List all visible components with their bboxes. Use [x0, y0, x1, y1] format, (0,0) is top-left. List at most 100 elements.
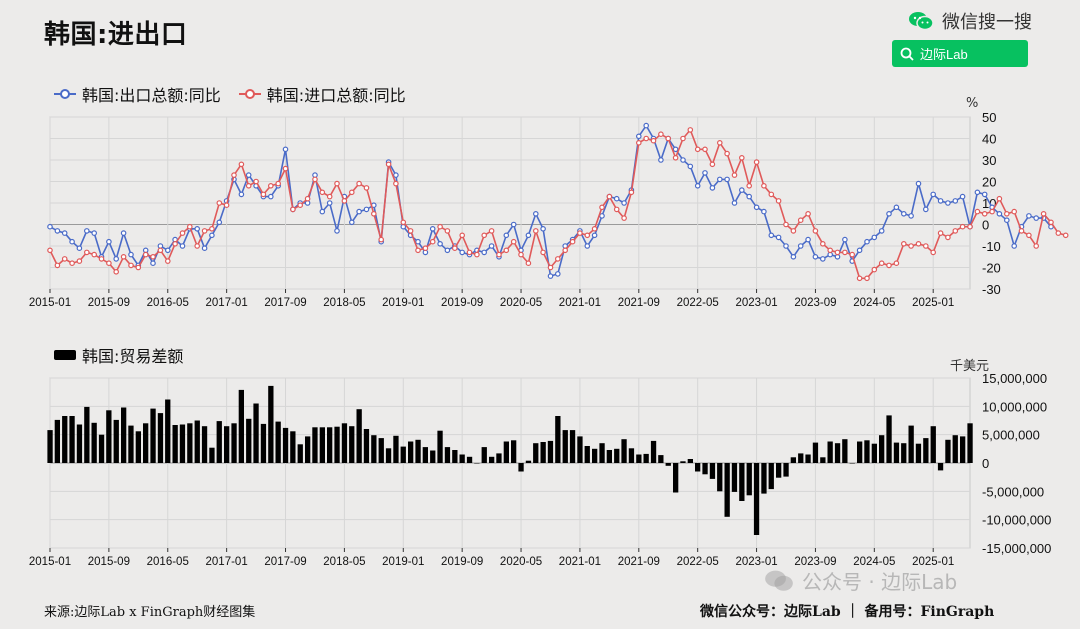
- bar-trade-balance: [952, 435, 958, 463]
- bar-trade-balance: [592, 448, 598, 463]
- point-export: [334, 228, 340, 234]
- bar-trade-balance: [165, 399, 171, 463]
- point-import: [216, 200, 223, 206]
- line-y-tick-label: -20: [982, 261, 1001, 276]
- point-import: [1026, 232, 1032, 239]
- point-import: [937, 230, 944, 236]
- point-export: [209, 232, 215, 239]
- bar-trade-balance: [437, 430, 443, 463]
- point-import: [930, 249, 937, 256]
- point-export: [106, 238, 112, 245]
- bar-trade-balance: [569, 430, 576, 463]
- point-import: [238, 161, 245, 168]
- legend-label-export: 韩国:出口总额:同比: [82, 86, 221, 105]
- point-import: [554, 256, 561, 262]
- bar-trade-balance: [628, 448, 635, 463]
- bar-trade-balance: [937, 463, 944, 471]
- point-import: [783, 221, 789, 228]
- bar-trade-balance: [606, 450, 612, 463]
- point-import: [731, 172, 738, 178]
- point-import: [945, 234, 951, 241]
- bar-trade-balance: [84, 406, 90, 463]
- point-import: [878, 260, 885, 267]
- bar-trade-balance: [584, 446, 590, 463]
- bar-trade-balance: [481, 447, 487, 463]
- bar-trade-balance: [923, 438, 929, 463]
- bar-x-tick-label: 2018-05: [323, 556, 365, 568]
- point-import: [694, 146, 701, 153]
- line-y-tick-label: 40: [982, 132, 996, 147]
- point-import: [635, 140, 642, 146]
- point-import: [834, 249, 841, 256]
- point-import: [393, 180, 399, 187]
- point-import: [797, 217, 804, 224]
- bar-trade-balance: [746, 463, 752, 496]
- bar-trade-balance: [731, 463, 738, 492]
- point-import: [577, 230, 583, 236]
- point-import: [459, 232, 466, 239]
- point-export: [525, 232, 532, 239]
- point-import: [864, 275, 870, 282]
- point-export: [687, 163, 694, 170]
- point-import: [98, 256, 105, 262]
- line-y-tick-label: 50: [982, 110, 996, 125]
- line-x-tick-label: 2023-01: [735, 297, 777, 309]
- point-export: [702, 170, 708, 176]
- point-export: [635, 133, 642, 140]
- wechat-search-button[interactable]: 边际Lab: [892, 40, 1028, 67]
- point-import: [761, 183, 767, 189]
- point-import: [378, 236, 385, 243]
- line-x-tick-label: 2015-09: [88, 297, 130, 309]
- line-x-tick-label: 2020-05: [500, 297, 542, 309]
- bar-trade-balance: [599, 443, 605, 463]
- point-export: [69, 238, 75, 245]
- point-import: [1048, 219, 1054, 226]
- point-import: [1062, 232, 1069, 239]
- bar-trade-balance: [98, 434, 105, 463]
- point-import: [54, 262, 61, 269]
- bar-trade-balance: [62, 416, 68, 463]
- point-import: [356, 180, 362, 187]
- bar-trade-balance: [385, 448, 392, 463]
- point-import: [282, 165, 289, 172]
- point-import: [716, 140, 723, 146]
- point-import: [334, 180, 340, 187]
- point-import: [275, 180, 282, 187]
- point-import: [142, 251, 149, 258]
- bar-trade-balance: [422, 447, 428, 463]
- bar-trade-balance: [400, 446, 406, 463]
- bar-trade-balance: [121, 407, 127, 463]
- point-export: [945, 200, 951, 206]
- bar-trade-balance: [636, 454, 642, 463]
- bar-trade-balance: [179, 424, 186, 463]
- watermark-text: 公众号 · 边际Lab: [802, 570, 958, 594]
- point-export: [709, 185, 716, 191]
- point-import: [680, 135, 686, 142]
- bar-trade-balance: [702, 463, 708, 475]
- point-export: [1026, 213, 1032, 219]
- line-x-tick-label: 2018-05: [323, 297, 365, 309]
- point-export: [974, 189, 981, 196]
- bar-trade-balance: [466, 456, 473, 463]
- bar-trade-balance: [290, 431, 296, 463]
- bar-trade-balance: [224, 426, 230, 463]
- bar-trade-balance: [871, 443, 877, 463]
- trade-balance-bar-chart: -15,000,000 -10,000,000 -5,000,000 0 5,000,0…: [29, 371, 1052, 568]
- point-import: [827, 247, 834, 254]
- point-import: [319, 189, 326, 196]
- bar-x-tick-label: 2022-05: [677, 556, 719, 568]
- bar-trade-balance: [879, 435, 885, 463]
- point-import: [157, 247, 164, 254]
- point-import: [363, 185, 370, 191]
- bar-x-tick-label: 2019-09: [441, 556, 483, 568]
- point-import: [687, 127, 694, 133]
- point-export: [194, 226, 201, 232]
- point-import: [775, 198, 782, 204]
- point-import: [974, 208, 981, 215]
- account-note: 微信公众号：边际Lab ｜ 备用号：FinGraph: [700, 604, 995, 620]
- line-x-tick-label: 2024-05: [853, 297, 895, 309]
- wechat-watermark-icon: [765, 570, 793, 591]
- bar-trade-balance: [930, 426, 936, 463]
- bar-trade-balance: [444, 447, 451, 463]
- bar-trade-balance: [577, 436, 583, 463]
